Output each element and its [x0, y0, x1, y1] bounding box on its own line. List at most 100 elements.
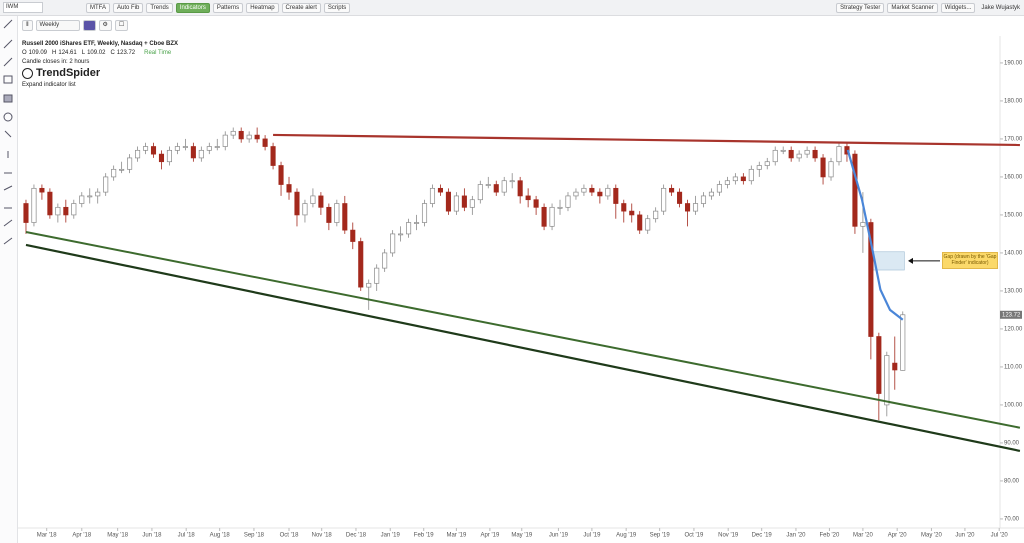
- candle-body: [653, 210, 659, 220]
- candle-body: [700, 195, 707, 204]
- candle-body: [206, 146, 212, 151]
- candle-body: [79, 195, 85, 204]
- toolbar-button[interactable]: Widgets...: [940, 2, 976, 13]
- candle-body: [374, 267, 380, 284]
- x-tick-label: Jun '18: [142, 533, 162, 539]
- layout-button[interactable]: ☐: [114, 19, 129, 31]
- candle-body: [637, 214, 643, 231]
- toolbar-button[interactable]: Indicators: [175, 2, 210, 13]
- candle-body: [358, 241, 364, 288]
- interval-select[interactable]: Weekly: [35, 19, 80, 31]
- status: Real Time: [144, 50, 172, 56]
- candle-body: [748, 168, 754, 182]
- toolbar-button[interactable]: Trends: [146, 2, 173, 13]
- gap-annotation: Gap (drawn by the 'Gap Finder' indicator…: [942, 252, 998, 269]
- ohlc-value: 109.09: [28, 50, 48, 56]
- candle-body: [150, 146, 157, 155]
- ohlc-value: 123.72: [116, 50, 136, 56]
- candle-body: [270, 146, 276, 166]
- candle-body: [533, 199, 539, 208]
- candle-body: [366, 282, 372, 288]
- toolbar-button[interactable]: Scripts: [323, 2, 351, 13]
- candle-body: [764, 161, 770, 166]
- candle-body: [605, 187, 611, 197]
- x-tick-label: May '18: [107, 533, 128, 539]
- candle-body: [525, 195, 531, 201]
- toolbar-buttons: MTFA Auto Fib Trends Indicators Patterns Heat…: [83, 2, 351, 13]
- y-tick-label: 100.00: [1004, 402, 1023, 408]
- x-tick-label: Oct '19: [685, 533, 704, 539]
- price-tag: [1000, 310, 1022, 319]
- candle-body: [310, 195, 316, 204]
- candle-body: [286, 184, 292, 193]
- x-tick-label: Apr '20: [888, 533, 907, 539]
- expand-link[interactable]: Expand indicator list: [22, 82, 76, 88]
- trendline: [273, 133, 1020, 147]
- candle-body: [669, 187, 675, 193]
- candle-body: [414, 222, 420, 224]
- candle-body: [756, 165, 762, 170]
- toolbar-button[interactable]: MTFA: [86, 2, 110, 13]
- toolbar-button[interactable]: Create alert: [281, 2, 321, 13]
- candle-body: [892, 362, 898, 371]
- y-tick-label: 170.00: [1004, 136, 1023, 142]
- candle-body: [445, 191, 451, 212]
- x-tick-label: May '19: [511, 533, 532, 539]
- candle-body: [517, 180, 523, 197]
- candle-body: [63, 206, 69, 216]
- chart-type-button[interactable]: ⫴: [22, 19, 33, 31]
- candle-body: [788, 149, 794, 159]
- y-tick-label: 180.00: [1004, 98, 1023, 104]
- x-tick-label: Mar '19: [446, 533, 466, 539]
- candle-body: [294, 191, 300, 216]
- color-button[interactable]: [82, 19, 96, 31]
- toolbar-button[interactable]: Market Scanner: [887, 2, 938, 13]
- symbol-input[interactable]: IWM: [3, 2, 43, 13]
- settings-button[interactable]: ⚙: [98, 19, 112, 31]
- candle-body: [828, 161, 834, 178]
- arrow-head: [908, 257, 913, 264]
- chart-title: Russell 2000 iShares ETF, Weekly, Nasdaq…: [22, 41, 179, 47]
- candle-body: [597, 191, 603, 197]
- top-bar: IWM MTFA Auto Fib Trends Indicators Patterns…: [0, 0, 1024, 16]
- candle-body: [182, 146, 188, 148]
- tool-icons: [3, 19, 13, 245]
- toolbar-button[interactable]: Strategy Tester: [836, 2, 885, 13]
- user-name[interactable]: Jake Wujastyk: [981, 4, 1020, 11]
- candle-body: [342, 203, 348, 231]
- toolbar-button[interactable]: Auto Fib: [113, 2, 144, 13]
- candle-body: [876, 336, 882, 394]
- x-tick-label: Jan '20: [786, 533, 806, 539]
- gap-zone: [872, 251, 905, 271]
- x-tick-label: Apr '19: [480, 533, 499, 539]
- candle-body: [621, 203, 627, 212]
- candle-body: [390, 233, 396, 254]
- candle-body: [55, 206, 61, 216]
- x-tick-label: Mar '20: [853, 533, 873, 539]
- y-tick-label: 150.00: [1004, 212, 1023, 218]
- y-tick-label: 70.00: [1004, 516, 1020, 522]
- x-tick-label: Jan '19: [381, 533, 401, 539]
- candle-body: [23, 203, 29, 223]
- candle-body: [214, 146, 220, 148]
- x-tick-label: Jun '20: [955, 533, 975, 539]
- candle-body: [557, 206, 563, 209]
- candle-body: [158, 153, 165, 163]
- candle-body: [31, 187, 37, 223]
- candle-body: [350, 229, 356, 242]
- candle-body: [812, 149, 818, 159]
- brand-name: TrendSpider: [36, 67, 101, 79]
- price-tag-label: 123.72: [1002, 312, 1021, 318]
- right-buttons: Strategy Tester Market Scanner Widgets... J…: [833, 2, 1024, 13]
- toolbar-button[interactable]: Heatmap: [246, 2, 279, 13]
- candle-body: [87, 195, 93, 198]
- ohlc-letter: C: [110, 50, 115, 56]
- candle-body: [166, 149, 172, 163]
- x-tick-label: Jul '20: [991, 533, 1009, 539]
- x-tick-label: Mar '18: [37, 533, 57, 539]
- drawing-tools: [0, 16, 18, 543]
- y-tick-label: 190.00: [1004, 60, 1023, 66]
- candle-body: [127, 157, 133, 170]
- toolbar-button[interactable]: Patterns: [212, 2, 244, 13]
- candle-body: [111, 168, 117, 178]
